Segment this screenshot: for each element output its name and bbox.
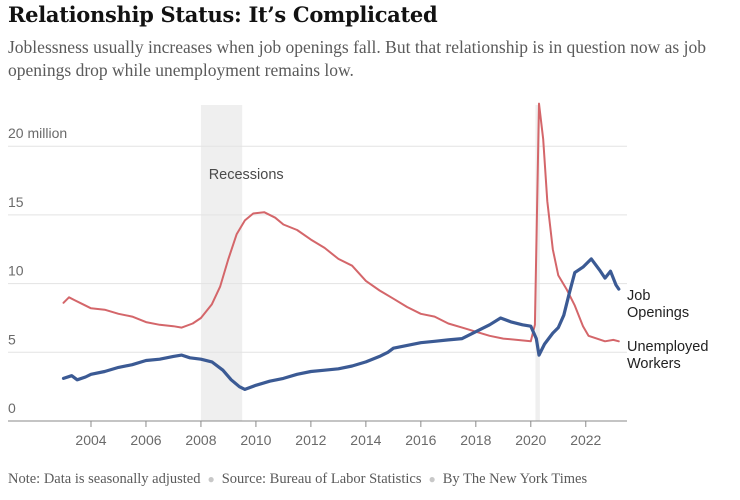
x-tick-label: 2016 — [405, 432, 436, 448]
chart-title: Relationship Status: It’s Complicated — [8, 2, 438, 27]
job-openings-label: Job — [627, 288, 650, 304]
series-lines — [61, 102, 621, 391]
x-tick-label: 2020 — [515, 432, 546, 448]
x-tick-label: 2010 — [240, 432, 271, 448]
chart-footer: Note: Data is seasonally adjusted ● Source… — [8, 471, 736, 488]
unemployed-workers-line — [62, 102, 620, 343]
y-tick-label: 5 — [8, 331, 16, 347]
recession-band — [200, 105, 243, 421]
x-tick-label: 2006 — [130, 432, 161, 448]
footer-source: Source: Bureau of Labor Statistics — [221, 471, 422, 487]
recession-band — [535, 105, 540, 421]
unemployed-workers-label: Unemployed — [627, 339, 708, 355]
job-openings-line — [61, 257, 621, 391]
chart-subtitle: Joblessness usually increases when job o… — [8, 37, 706, 80]
x-tick-label: 2008 — [185, 432, 216, 448]
job-openings-label: Openings — [627, 305, 689, 321]
unemployed-workers-label: Workers — [627, 356, 681, 372]
recession-label: Recessions — [209, 167, 284, 183]
y-tick-label: 15 — [8, 194, 24, 210]
x-axis-ticks: 2004 2006 2008 2010 2012 2014 2016 2018 2020 2022 — [75, 421, 602, 448]
x-tick-label: 2018 — [460, 432, 491, 448]
y-axis-ticks: 0 5 10 15 20 million — [8, 125, 67, 416]
y-tick-label: 20 million — [8, 125, 67, 141]
gridlines — [8, 145, 627, 422]
separator-dot: ● — [428, 472, 436, 486]
separator-dot: ● — [207, 472, 215, 486]
x-tick-label: 2022 — [570, 432, 601, 448]
x-tick-label: 2012 — [295, 432, 326, 448]
recession-bands: Recessions — [200, 105, 540, 421]
y-tick-label: 0 — [8, 400, 16, 416]
x-tick-label: 2004 — [75, 432, 106, 448]
y-tick-label: 10 — [8, 263, 24, 279]
footer-credit: By The New York Times — [442, 471, 588, 487]
x-tick-label: 2014 — [350, 432, 381, 448]
footer-note: Note: Data is seasonally adjusted — [8, 471, 201, 487]
